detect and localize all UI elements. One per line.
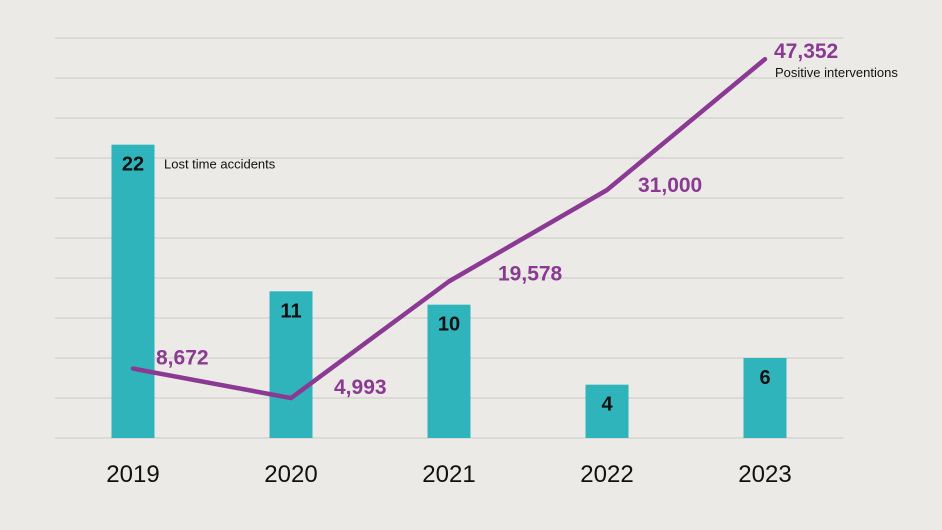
line-value-label: 19,578 — [498, 262, 563, 285]
x-tick-label: 2019 — [106, 461, 159, 488]
line-value-label: 4,993 — [334, 376, 387, 399]
bar-value-label: 11 — [280, 300, 301, 322]
bar-2020 — [269, 291, 313, 438]
bar-2023 — [743, 358, 787, 438]
data-labels: 22 11 10 4 6 Lost time accidents 8,672 4,993 19,… — [122, 40, 898, 415]
line-value-label: 8,672 — [156, 347, 209, 370]
x-tick-label: 2022 — [580, 461, 633, 488]
bar-2019 — [111, 144, 155, 438]
x-tick-label: 2020 — [264, 461, 317, 488]
line-value-label: 47,352 — [774, 40, 838, 63]
bar-value-label: 22 — [122, 154, 144, 176]
x-tick-label: 2021 — [422, 461, 475, 488]
bar-2021 — [427, 304, 471, 438]
bar-series-name: Lost time accidents — [164, 157, 276, 172]
x-axis-ticks: 2019 2020 2021 2022 2023 — [106, 461, 791, 488]
bar-2022 — [585, 384, 629, 438]
bar-value-label: 4 — [601, 394, 613, 416]
x-tick-label: 2023 — [738, 461, 791, 488]
line-series-name: Positive interventions — [775, 65, 898, 80]
line-series-positive-interventions — [130, 56, 768, 401]
bar-series-lost-time-accidents — [111, 144, 787, 438]
bar-value-label: 6 — [759, 367, 770, 389]
line-positive-interventions — [130, 56, 768, 401]
bar-value-label: 10 — [438, 314, 460, 336]
line-value-label: 31,000 — [638, 174, 702, 197]
